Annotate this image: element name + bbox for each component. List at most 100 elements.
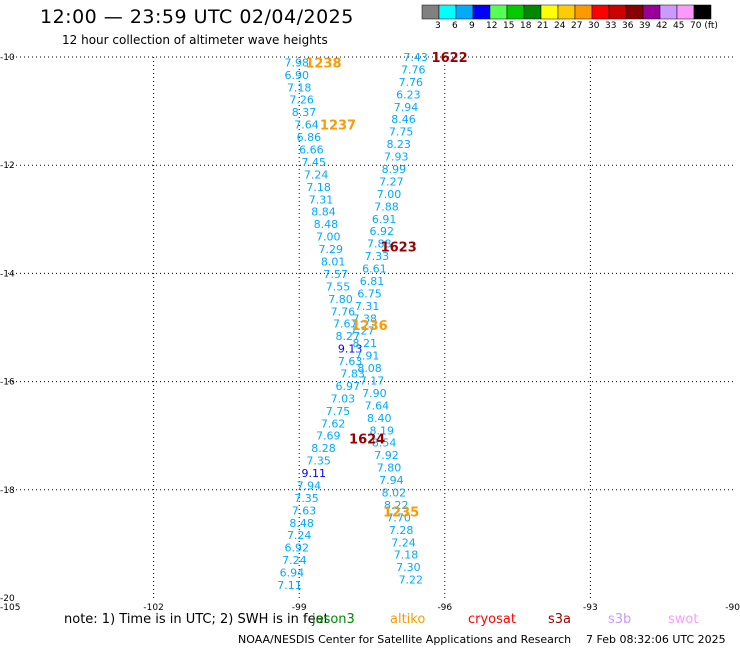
- swh-value-label: 7.24: [391, 536, 416, 549]
- swh-value-label: 7.24: [287, 529, 312, 542]
- swh-value-label: 8.37: [292, 106, 317, 119]
- swh-value-label: 7.27: [350, 325, 375, 338]
- colorbar-swatch: [625, 4, 644, 20]
- pass-time-label: 1624: [349, 432, 385, 447]
- colorbar-tick-label: 33: [605, 21, 617, 31]
- swh-value-label: 6.92: [285, 542, 310, 555]
- colorbar-swatch: [557, 4, 576, 20]
- satellite-legend-altiko: altiko: [390, 612, 426, 627]
- swh-value-label: 8.48: [314, 218, 339, 231]
- swh-value-label: 7.92: [374, 449, 399, 462]
- swh-value-label: 6.66: [299, 144, 324, 157]
- swh-value-label: 7.18: [394, 549, 419, 562]
- colorbar-swatch: [574, 4, 593, 20]
- swh-value-label: 6.97: [335, 380, 360, 393]
- swh-value-label: 8.21: [352, 337, 377, 350]
- colorbar-swatch: [489, 4, 508, 20]
- swh-value-label: 7.88: [374, 200, 399, 213]
- swh-value-label: 8.27: [335, 330, 360, 343]
- x-tick-label: -90: [725, 603, 740, 613]
- colorbar-tick-label: 36: [622, 21, 634, 31]
- colorbar-tick-label: 27: [571, 21, 583, 31]
- x-tick-label: -99: [292, 603, 307, 613]
- swh-value-label: 7.31: [355, 300, 380, 313]
- colorbar-swatch: [676, 4, 695, 20]
- swh-value-label: 7.75: [389, 126, 414, 139]
- swh-value-label: 9.13: [338, 343, 363, 356]
- colorbar-swatch: [523, 4, 542, 20]
- swh-value-label: 8.02: [382, 487, 407, 500]
- x-tick-label: -93: [583, 603, 598, 613]
- satellite-legend-jason3: jason3: [312, 612, 355, 627]
- swh-value-label: 8.08: [357, 362, 382, 375]
- colorbar-tick-label: 45: [673, 21, 685, 31]
- swh-value-label: 6.61: [362, 263, 387, 276]
- swh-value-label: 7.26: [289, 94, 314, 107]
- swh-value-label: 8.23: [386, 138, 411, 151]
- swh-value-label: 7.94: [297, 479, 322, 492]
- colorbar-swatch: [540, 4, 559, 20]
- colorbar-tick-label: 30: [588, 21, 600, 31]
- y-tick-label: -14: [0, 269, 15, 279]
- y-tick-label: -20: [0, 594, 15, 604]
- footer-note: note: 1) Time is in UTC; 2) SWH is in fe…: [64, 612, 329, 627]
- swh-value-label: 7.94: [394, 101, 419, 114]
- colorbar-swatch: [421, 4, 440, 20]
- colorbar-tick-label: 12: [486, 21, 498, 31]
- swh-value-label: 7.94: [379, 474, 404, 487]
- y-tick-label: -16: [0, 378, 15, 388]
- satellite-legend-cryosat: cryosat: [468, 612, 516, 627]
- swh-value-label: 7.45: [302, 156, 327, 169]
- swh-value-label: 8.99: [382, 163, 407, 176]
- colorbar-swatch: [506, 4, 525, 20]
- swh-value-label: 8.19: [369, 424, 394, 437]
- y-tick-label: -12: [0, 161, 15, 171]
- swh-value-label: 7.70: [386, 511, 411, 524]
- swh-value-label: 7.00: [316, 231, 341, 244]
- pass-time-label: 1623: [381, 240, 417, 255]
- swh-value-label: 7.64: [365, 399, 390, 412]
- swh-value-label: 8.84: [311, 206, 336, 219]
- colorbar-tick-label: 9: [469, 21, 475, 31]
- colorbar-swatch: [455, 4, 474, 20]
- swh-value-label: 6.90: [285, 69, 310, 82]
- swh-value-label: 8.46: [391, 113, 416, 126]
- swh-value-label: 7.18: [306, 181, 331, 194]
- swh-value-label: 7.93: [384, 151, 409, 164]
- x-tick-label: -105: [0, 603, 20, 613]
- colorbar-swatch: [693, 4, 712, 20]
- swh-value-label: 7.88: [367, 238, 392, 251]
- swh-value-label: 7.57: [323, 268, 348, 281]
- colorbar-swatch: [438, 4, 457, 20]
- colorbar-tick-label: 3: [435, 21, 441, 31]
- swh-value-label: 7.11: [277, 579, 302, 592]
- colorbar-tick-label: 24: [554, 21, 566, 31]
- swh-value-label: 7.35: [306, 455, 331, 468]
- swh-value-label: 7.03: [331, 392, 356, 405]
- swh-value-label: 6.91: [372, 213, 397, 226]
- satellite-legend-s3b: s3b: [608, 612, 632, 627]
- swh-value-label: 6.23: [396, 88, 421, 101]
- x-tick-label: -102: [143, 603, 163, 613]
- swh-value-label: 6.94: [280, 567, 305, 580]
- swh-value-label: 8.40: [367, 412, 392, 425]
- swh-value-label: 7.33: [365, 250, 390, 263]
- x-tick-label: -96: [437, 603, 452, 613]
- swh-value-label: 6.75: [357, 287, 382, 300]
- swh-value-label: 6.86: [297, 131, 322, 144]
- credit-line: NOAA/NESDIS Center for Satellite Applica…: [238, 633, 572, 646]
- colorbar-swatch: [659, 4, 678, 20]
- y-tick-label: -10: [0, 53, 15, 63]
- satellite-legend-s3a: s3a: [548, 612, 572, 627]
- swh-value-label: 7.38: [352, 312, 377, 325]
- swh-value-label: 7.17: [360, 375, 385, 388]
- swh-value-label: 7.69: [316, 430, 341, 443]
- swh-value-label: 7.28: [389, 524, 414, 537]
- swh-value-label: 7.18: [287, 81, 312, 94]
- swh-value-label: 7.30: [396, 561, 421, 574]
- swh-value-label: 8.01: [321, 255, 346, 268]
- generation-timestamp: 7 Feb 08:32:06 UTC 2025: [586, 633, 726, 646]
- colorbar-swatch: [608, 4, 627, 20]
- colorbar-tick-label: 15: [503, 21, 515, 31]
- swh-value-label: 7.43: [403, 51, 428, 64]
